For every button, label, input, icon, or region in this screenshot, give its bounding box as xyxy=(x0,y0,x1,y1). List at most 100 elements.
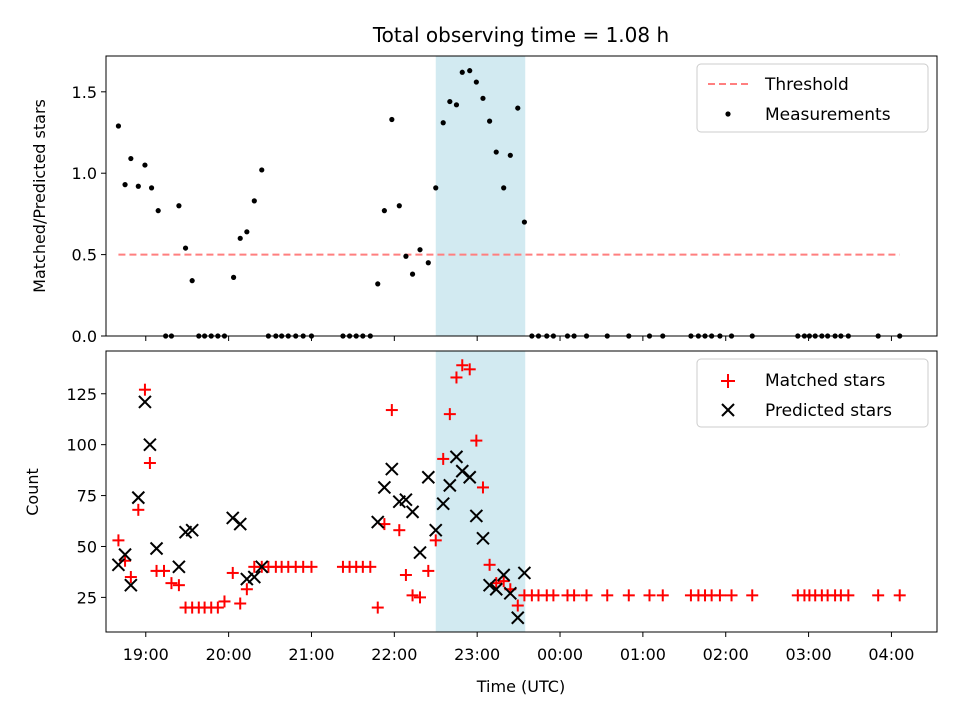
matched-star-point xyxy=(622,589,635,602)
matched-stars-points xyxy=(112,359,906,614)
top-plot-frame xyxy=(105,55,938,337)
matched-star-point xyxy=(211,601,224,614)
y-tick-label: 100 xyxy=(66,436,97,455)
bottom-y-axis-label: Count xyxy=(23,468,42,516)
measurement-point xyxy=(515,105,521,111)
measurement-point xyxy=(425,260,431,266)
measurement-point xyxy=(409,271,416,277)
measurement-point xyxy=(259,167,265,173)
matched-star-point xyxy=(547,589,560,602)
count-panel: Count Time (UTC) 25 50 75 100 125 19:00 20:00… xyxy=(23,350,938,696)
top-x-ticks xyxy=(145,336,892,341)
predicted-star-point xyxy=(385,462,399,476)
matched-star-point xyxy=(364,560,377,573)
matched-star-point xyxy=(842,589,855,602)
measurement-point xyxy=(244,229,250,235)
predicted-star-point xyxy=(449,450,464,464)
measurement-point xyxy=(375,281,381,287)
y-tick-label: 25 xyxy=(77,588,97,607)
predicted-star-point xyxy=(124,578,138,592)
measurement-point xyxy=(237,235,243,241)
x-tick-label: 19:00 xyxy=(123,645,169,664)
measurement-point xyxy=(487,118,493,124)
measurement-point xyxy=(453,102,460,108)
predicted-star-point xyxy=(247,570,262,584)
matched-star-point xyxy=(656,589,669,602)
measurement-point xyxy=(230,274,237,280)
matched-star-point xyxy=(399,568,412,581)
measurement-point xyxy=(128,155,134,162)
matched-star-point xyxy=(112,534,125,547)
measurement-point xyxy=(433,185,439,191)
matched-star-point xyxy=(497,575,510,588)
measurement-point xyxy=(176,203,182,209)
predicted-star-point xyxy=(255,560,269,574)
measurement-point xyxy=(459,69,465,75)
y-tick-label: 0.5 xyxy=(72,246,97,265)
matched-star-point xyxy=(414,591,427,604)
top-y-ticks: 0.0 0.5 1.0 1.5 xyxy=(72,83,106,346)
predicted-star-point xyxy=(436,497,450,511)
legend-threshold-label: Threshold xyxy=(764,75,849,95)
x-tick-label: 03:00 xyxy=(786,645,832,664)
predicted-star-point xyxy=(399,492,413,507)
predicted-star-point xyxy=(496,568,511,582)
legend-measurements-swatch xyxy=(725,111,731,117)
x-axis-label: Time (UTC) xyxy=(476,677,565,696)
matched-star-point xyxy=(643,589,656,602)
matched-star-point xyxy=(138,383,151,396)
matched-star-point xyxy=(371,601,384,614)
predicted-star-point xyxy=(489,582,503,596)
matched-star-point xyxy=(725,589,738,602)
matched-star-point xyxy=(143,456,156,469)
measurement-point xyxy=(447,98,453,105)
matched-star-point xyxy=(713,589,726,602)
predicted-star-point xyxy=(443,478,457,493)
chart-title: Total observing time = 1.08 h xyxy=(372,23,669,47)
measurement-point xyxy=(493,149,499,155)
matched-star-point xyxy=(406,589,419,602)
measurement-point xyxy=(381,208,387,214)
x-tick-label: 22:00 xyxy=(371,645,417,664)
matched-star-point xyxy=(746,589,759,602)
matched-star-point xyxy=(305,560,318,573)
measurement-point xyxy=(155,208,161,214)
measurement-point xyxy=(148,185,155,191)
matched-star-point xyxy=(511,599,524,612)
matched-star-point xyxy=(463,363,476,376)
matched-star-point xyxy=(568,589,581,602)
bottom-legend: Matched stars Predicted stars xyxy=(696,358,929,428)
predicted-star-point xyxy=(143,437,157,452)
y-tick-label: 75 xyxy=(77,487,97,506)
matched-star-point xyxy=(422,564,435,577)
x-tick-label: 04:00 xyxy=(868,645,914,664)
top-y-axis-label: Matched/Predicted stars xyxy=(30,99,49,293)
predicted-star-point xyxy=(377,480,392,495)
measurement-point xyxy=(467,68,473,74)
predicted-star-point xyxy=(240,572,254,586)
predicted-stars-points xyxy=(111,395,532,625)
measurement-point xyxy=(440,120,446,126)
predicted-star-point xyxy=(413,545,427,560)
predicted-star-point xyxy=(118,547,132,562)
measurement-point xyxy=(396,203,402,209)
matched-star-point xyxy=(234,597,247,610)
predicted-star-point xyxy=(421,470,435,484)
matched-star-point xyxy=(124,571,137,584)
measurement-point xyxy=(189,278,195,284)
matched-star-point xyxy=(437,452,450,465)
y-tick-label: 125 xyxy=(66,385,97,404)
top-legend-box xyxy=(696,63,929,133)
measurement-point xyxy=(142,162,148,168)
measurement-point xyxy=(251,198,257,204)
measurement-point xyxy=(115,123,122,129)
measurement-point xyxy=(473,79,479,85)
legend-matched-label: Matched stars xyxy=(765,371,885,391)
measurement-point xyxy=(403,253,409,259)
matched-star-point xyxy=(165,577,178,590)
x-tick-label: 23:00 xyxy=(454,645,500,664)
ratio-panel: Total observing time = 1.08 h Matched/Pr… xyxy=(30,23,938,346)
measurement-point xyxy=(182,245,189,251)
legend-predicted-swatch xyxy=(721,403,735,417)
